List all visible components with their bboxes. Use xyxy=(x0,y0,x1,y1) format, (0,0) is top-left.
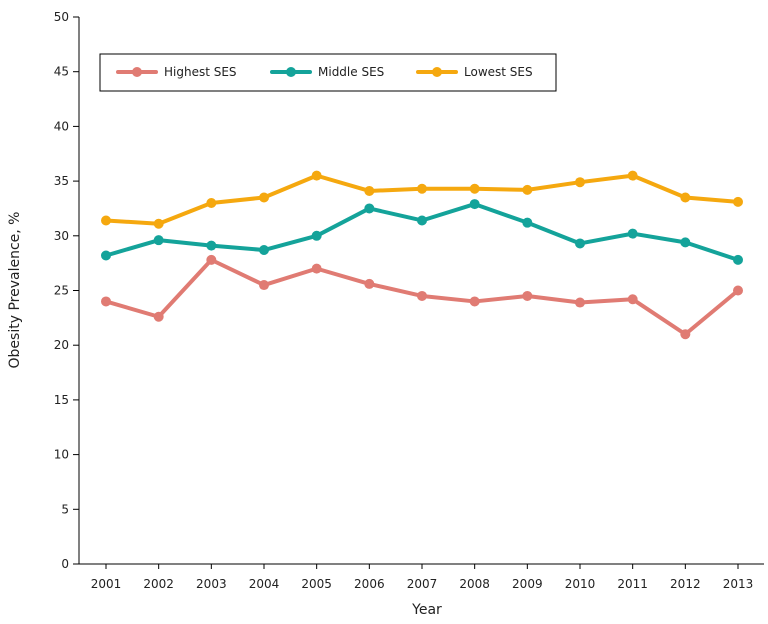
x-tick-label: 2012 xyxy=(670,577,701,591)
data-point xyxy=(153,235,164,246)
data-point xyxy=(101,250,111,261)
legend-marker xyxy=(286,67,296,77)
data-point xyxy=(680,192,691,203)
data-point xyxy=(680,237,691,248)
y-tick-label: 35 xyxy=(54,174,69,188)
data-point xyxy=(575,238,585,249)
y-tick-label: 45 xyxy=(54,65,69,79)
x-tick-label: 2007 xyxy=(407,577,438,591)
x-tick-label: 2009 xyxy=(512,577,543,591)
y-tick-label: 50 xyxy=(54,10,69,24)
data-point xyxy=(206,240,217,251)
data-point xyxy=(627,228,638,239)
data-point xyxy=(733,196,743,207)
data-point xyxy=(364,185,375,196)
y-tick-label: 10 xyxy=(54,448,69,462)
data-point xyxy=(733,254,743,265)
y-tick-label: 0 xyxy=(61,557,69,571)
data-point xyxy=(469,183,480,194)
x-tick-label: 2003 xyxy=(196,577,227,591)
data-point xyxy=(206,197,217,208)
x-tick-label: 2005 xyxy=(301,577,332,591)
data-point xyxy=(627,294,638,305)
data-point xyxy=(311,170,322,181)
data-point xyxy=(311,230,322,241)
data-point xyxy=(417,183,427,194)
x-tick-label: 2002 xyxy=(143,577,174,591)
data-point xyxy=(259,280,269,291)
legend-marker xyxy=(132,67,142,77)
data-point xyxy=(259,245,269,256)
y-tick-label: 5 xyxy=(61,502,69,516)
data-point xyxy=(153,311,164,322)
x-axis-label: Year xyxy=(411,602,442,618)
y-tick-label: 40 xyxy=(54,119,69,133)
data-point xyxy=(575,177,585,188)
x-tick-label: 2010 xyxy=(565,577,596,591)
data-point xyxy=(680,329,691,340)
data-point xyxy=(364,203,375,214)
y-tick-label: 15 xyxy=(54,393,69,407)
x-tick-label: 2008 xyxy=(459,577,490,591)
y-axis-label: Obesity Prevalence, % xyxy=(7,212,23,369)
y-tick-label: 30 xyxy=(54,229,69,243)
data-point xyxy=(153,218,164,229)
data-point xyxy=(469,296,480,307)
series-line xyxy=(105,202,739,262)
data-point xyxy=(364,278,375,289)
legend-label: Lowest SES xyxy=(464,65,533,79)
data-point xyxy=(101,296,111,307)
x-tick-label: 2013 xyxy=(723,577,754,591)
data-point xyxy=(733,285,743,296)
x-tick-label: 2011 xyxy=(617,577,648,591)
data-point xyxy=(575,297,585,308)
legend xyxy=(99,53,557,92)
x-tick-label: 2001 xyxy=(91,577,122,591)
data-point xyxy=(101,215,111,226)
data-point xyxy=(522,184,533,195)
data-point xyxy=(417,215,427,226)
y-tick-label: 20 xyxy=(54,338,69,352)
y-tick-label: 25 xyxy=(54,284,69,298)
data-point xyxy=(469,199,480,210)
legend-label: Middle SES xyxy=(318,65,384,79)
data-point xyxy=(522,217,533,228)
data-point xyxy=(206,254,217,265)
legend-label: Highest SES xyxy=(164,65,237,79)
data-point xyxy=(259,192,269,203)
data-point xyxy=(522,290,533,301)
x-tick-label: 2006 xyxy=(354,577,385,591)
data-point xyxy=(311,263,322,274)
x-tick-label: 2004 xyxy=(249,577,280,591)
data-point xyxy=(627,170,638,181)
legend-marker xyxy=(432,67,442,77)
data-point xyxy=(417,290,427,301)
